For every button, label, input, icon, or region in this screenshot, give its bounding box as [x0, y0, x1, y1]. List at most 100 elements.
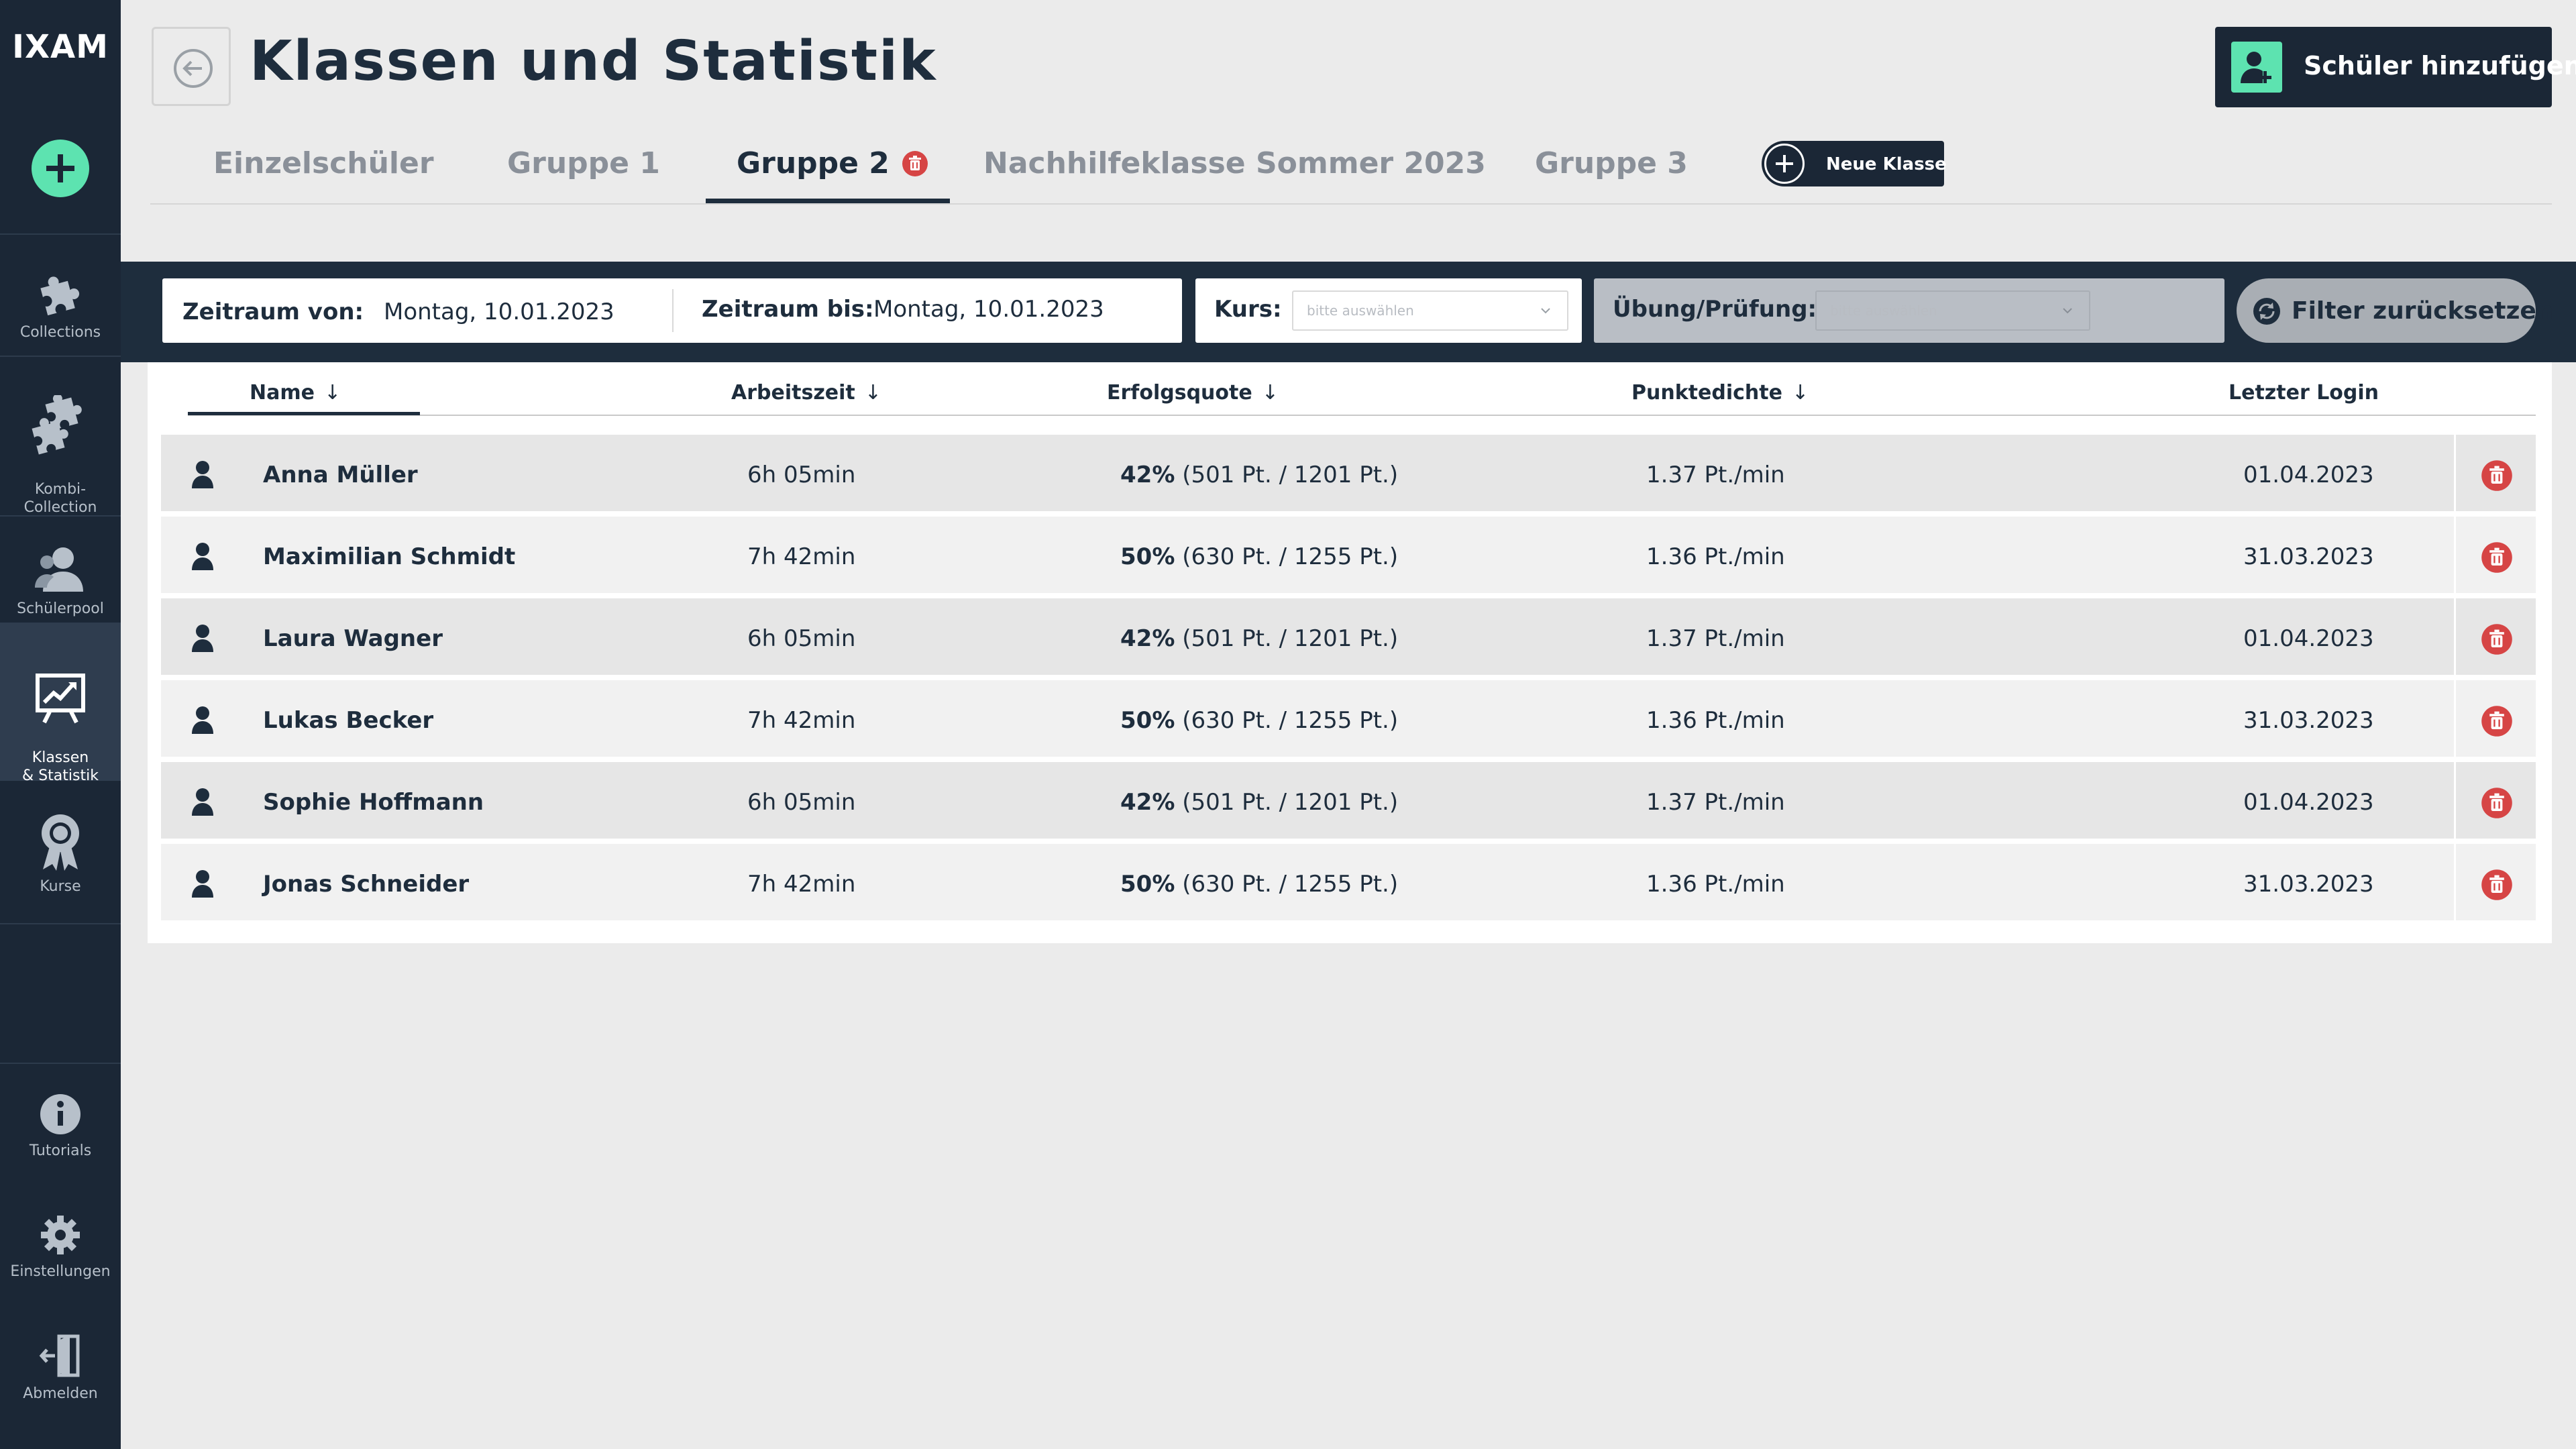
delete-cell — [2454, 517, 2536, 596]
person-icon — [192, 461, 213, 488]
tab-gruppe-2[interactable]: Gruppe 2 — [737, 146, 890, 180]
sidebar-divider — [0, 923, 121, 924]
course-filter-box: Kurs: bitte auswählen — [1195, 278, 1582, 343]
work-time: 7h 42min — [747, 543, 856, 570]
point-density: 1.37 Pt./min — [1646, 789, 1785, 816]
course-select-placeholder: bitte auswählen — [1307, 303, 1414, 319]
sidebar-item-label: Collections — [19, 324, 101, 341]
sidebar-item-label: Abmelden — [23, 1385, 98, 1402]
delete-icon[interactable] — [2481, 460, 2513, 492]
student-name[interactable]: Laura Wagner — [263, 625, 443, 652]
delete-icon[interactable] — [2481, 705, 2513, 737]
tab-gruppe-1[interactable]: Gruppe 1 — [507, 146, 660, 180]
plus-circle-icon — [1764, 144, 1805, 184]
tab-gruppe-3[interactable]: Gruppe 3 — [1535, 146, 1688, 180]
sidebar: IXAM Collections Kombi- Collection Schül… — [0, 0, 121, 1449]
last-login: 31.03.2023 — [2243, 543, 2374, 570]
point-density: 1.36 Pt./min — [1646, 871, 1785, 898]
sidebar-item-schuelerpool[interactable]: Schülerpool — [0, 545, 121, 618]
date-from-field[interactable]: Montag, 10.01.2023 — [384, 299, 614, 325]
tab-einzelschueler[interactable]: Einzelschüler — [213, 146, 434, 180]
course-label: Kurs: — [1214, 296, 1282, 323]
tab-nachhilfeklasse[interactable]: Nachhilfeklasse Sommer 2023 — [983, 146, 1486, 180]
point-density: 1.37 Pt./min — [1646, 462, 1785, 488]
puzzle-double-icon — [32, 395, 82, 455]
point-density: 1.37 Pt./min — [1646, 625, 1785, 652]
table-row[interactable]: Maximilian Schmidt 7h 42min 50% (630 Pt.… — [161, 517, 2536, 596]
work-time: 7h 42min — [747, 871, 856, 898]
delete-cell — [2454, 680, 2536, 759]
success-points: (630 Pt. / 1255 Pt.) — [1182, 707, 1399, 734]
success-points: (630 Pt. / 1255 Pt.) — [1182, 871, 1399, 898]
exam-select[interactable]: bitte auswählen — [1815, 290, 2090, 331]
sidebar-divider — [0, 1063, 121, 1064]
sidebar-item-abmelden[interactable]: Abmelden — [0, 1334, 121, 1403]
sidebar-item-kombi-collection[interactable]: Kombi- Collection — [0, 377, 121, 517]
sort-arrow-icon: ↓ — [1261, 381, 1279, 405]
last-login: 01.04.2023 — [2243, 462, 2374, 488]
column-header-label: Erfolgsquote — [1107, 381, 1252, 405]
reset-filter-button[interactable]: Filter zurücksetzen — [2237, 278, 2553, 343]
add-user-icon — [2231, 42, 2282, 93]
add-plus-icon[interactable] — [32, 140, 89, 197]
success-rate: 50% (630 Pt. / 1255 Pt.) — [1120, 543, 1398, 570]
column-header-work-time[interactable]: Arbeitszeit ↓ — [731, 381, 881, 405]
table-row[interactable]: Lukas Becker 7h 42min 50% (630 Pt. / 125… — [161, 680, 2536, 759]
delete-class-icon[interactable] — [902, 150, 928, 177]
success-rate: 50% (630 Pt. / 1255 Pt.) — [1120, 707, 1398, 734]
logout-icon — [39, 1334, 80, 1377]
new-class-button[interactable]: Neue Klasse — [1762, 141, 1947, 186]
active-tab-indicator — [706, 199, 950, 204]
delete-icon[interactable] — [2481, 787, 2513, 819]
student-name[interactable]: Lukas Becker — [263, 707, 434, 734]
table-row[interactable]: Sophie Hoffmann 6h 05min 42% (501 Pt. / … — [161, 762, 2536, 841]
sidebar-item-collections[interactable]: Collections — [0, 263, 121, 341]
sidebar-item-klassen-statistik[interactable]: Klassen & Statistik — [0, 623, 121, 784]
person-icon — [192, 625, 213, 652]
back-button[interactable] — [152, 27, 231, 106]
to-label: Zeitraum bis: — [702, 296, 874, 323]
success-points: (501 Pt. / 1201 Pt.) — [1182, 462, 1399, 488]
person-icon — [192, 870, 213, 898]
column-header-density[interactable]: Punktedichte ↓ — [1631, 381, 1809, 405]
chevron-down-icon — [1541, 308, 1550, 314]
chart-board-icon — [36, 674, 85, 724]
success-percent: 50% — [1120, 707, 1175, 734]
point-density: 1.36 Pt./min — [1646, 543, 1785, 570]
last-login: 31.03.2023 — [2243, 707, 2374, 734]
delete-cell — [2454, 762, 2536, 841]
delete-icon[interactable] — [2481, 623, 2513, 655]
sidebar-item-kurse[interactable]: Kurse — [0, 813, 121, 896]
column-header-name[interactable]: Name ↓ — [250, 381, 341, 405]
course-select[interactable]: bitte auswählen — [1292, 290, 1568, 331]
add-student-button[interactable]: Schüler hinzufügen — [2215, 27, 2576, 107]
table-row[interactable]: Laura Wagner 6h 05min 42% (501 Pt. / 120… — [161, 598, 2536, 678]
success-rate: 42% (501 Pt. / 1201 Pt.) — [1120, 462, 1398, 488]
delete-cell — [2454, 598, 2536, 678]
student-name[interactable]: Anna Müller — [263, 462, 418, 488]
page-title: Klassen und Statistik — [250, 30, 937, 93]
success-percent: 50% — [1120, 543, 1175, 570]
filter-bar: Zeitraum von: Montag, 10.01.2023 Zeitrau… — [121, 262, 2576, 362]
column-header-label: Punktedichte — [1631, 381, 1782, 405]
sidebar-item-tutorials[interactable]: Tutorials — [0, 1093, 121, 1160]
delete-icon[interactable] — [2481, 541, 2513, 574]
success-percent: 42% — [1120, 625, 1175, 652]
sort-arrow-icon: ↓ — [323, 381, 341, 405]
info-icon — [40, 1094, 80, 1134]
date-to-field[interactable]: Montag, 10.01.2023 — [873, 296, 1104, 323]
sidebar-item-einstellungen[interactable]: Einstellungen — [0, 1214, 121, 1281]
table-row[interactable]: Jonas Schneider 7h 42min 50% (630 Pt. / … — [161, 844, 2536, 923]
delete-icon[interactable] — [2481, 869, 2513, 901]
success-points: (630 Pt. / 1255 Pt.) — [1182, 543, 1399, 570]
column-header-success[interactable]: Erfolgsquote ↓ — [1107, 381, 1279, 405]
sidebar-item-label: Kombi- Collection — [23, 481, 97, 516]
last-login: 31.03.2023 — [2243, 871, 2374, 898]
student-name[interactable]: Jonas Schneider — [263, 871, 470, 898]
sort-arrow-icon: ↓ — [1791, 381, 1809, 405]
student-name[interactable]: Maximilian Schmidt — [263, 543, 516, 570]
student-name[interactable]: Sophie Hoffmann — [263, 789, 484, 816]
person-icon — [192, 543, 213, 570]
award-icon — [42, 814, 79, 871]
table-row[interactable]: Anna Müller 6h 05min 42% (501 Pt. / 1201… — [161, 435, 2536, 514]
